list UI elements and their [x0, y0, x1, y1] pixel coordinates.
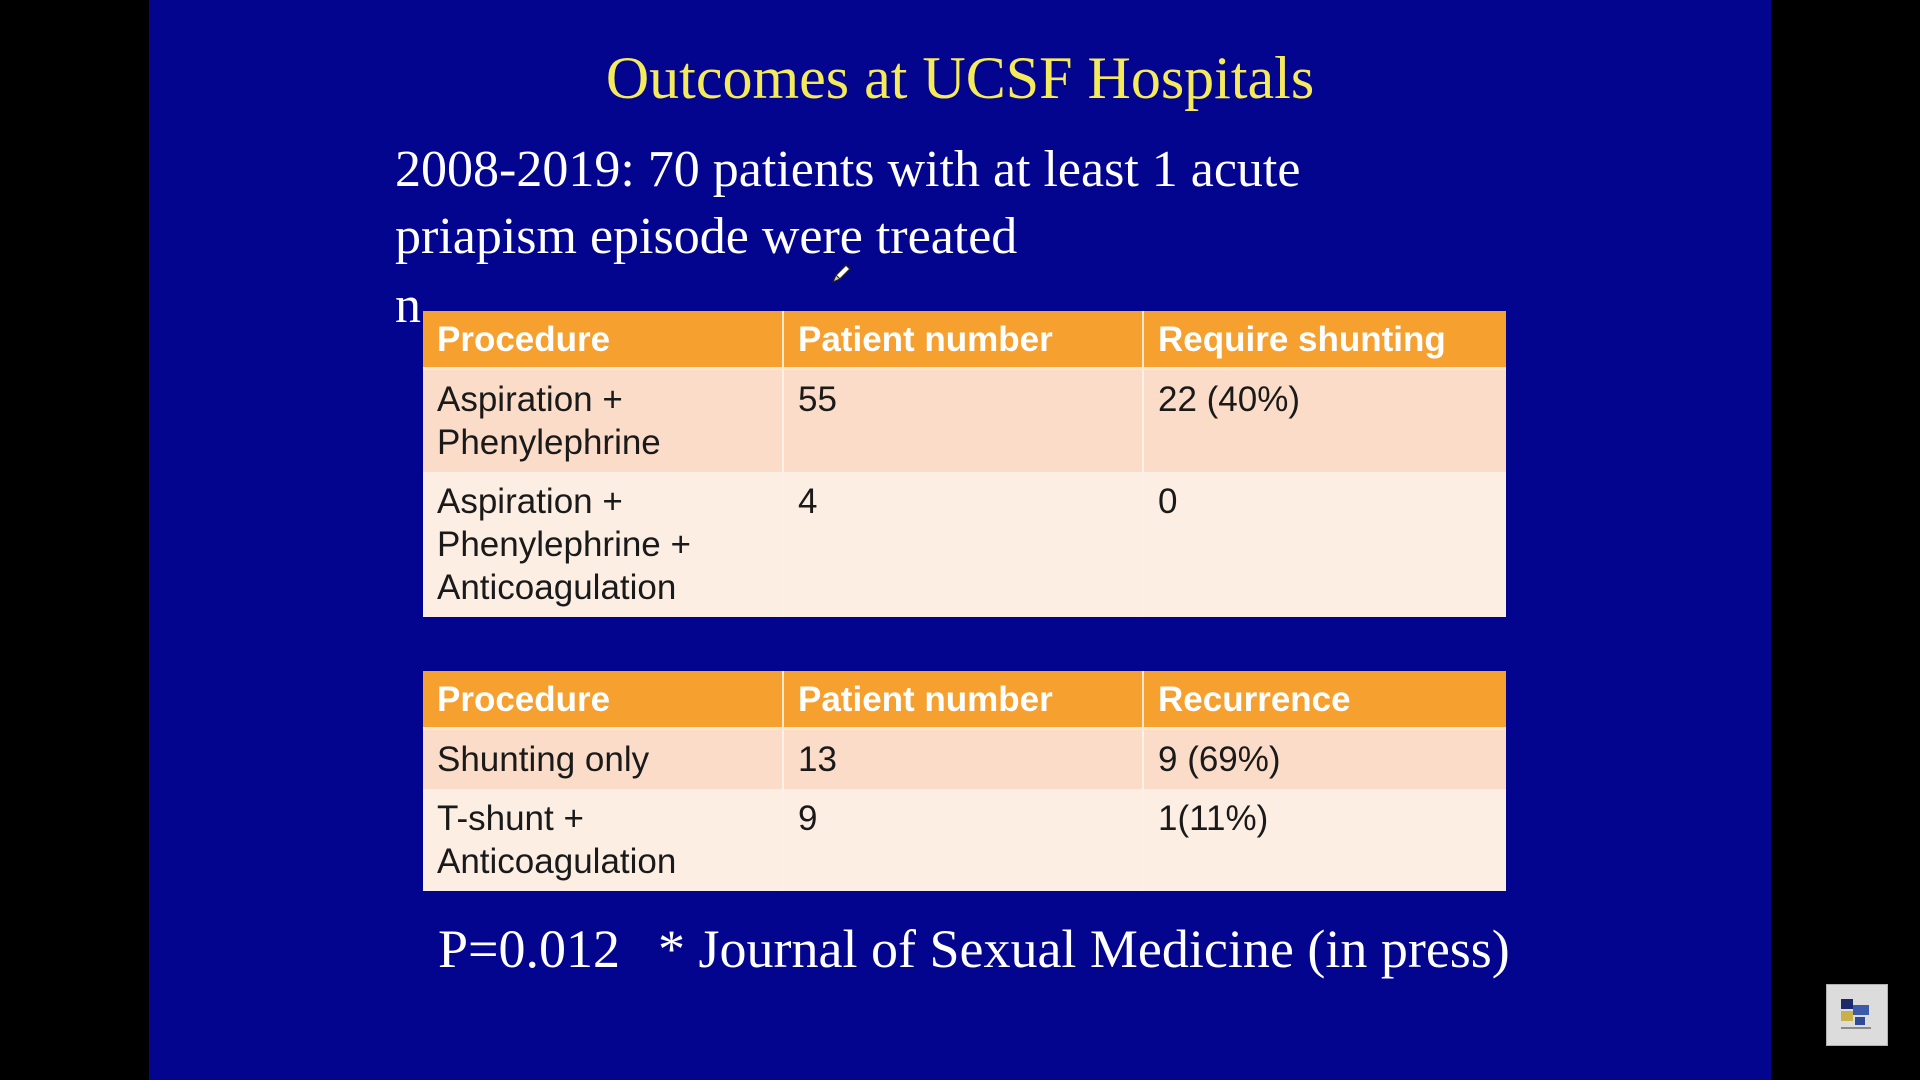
p-value: P=0.012 [438, 919, 620, 979]
table-header-row: Procedure Patient number Require shuntin… [423, 311, 1506, 370]
outcome-cell: 1(11%) [1143, 789, 1506, 891]
intro-line-2: priapism episode were treated [395, 208, 1018, 265]
header-procedure: Procedure [423, 671, 784, 730]
outcome-cell: 0 [1143, 472, 1506, 617]
header-patient-number: Patient number [783, 671, 1144, 730]
patient-number-cell: 4 [783, 472, 1144, 617]
slide-footer: P=0.012 * Journal of Sexual Medicine (in … [438, 914, 1510, 984]
header-procedure: Procedure [423, 311, 784, 370]
procedure-line: Aspiration + [437, 482, 623, 521]
table-header-row: Procedure Patient number Recurrence [423, 671, 1506, 730]
presentation-slide: Outcomes at UCSF Hospitals 2008-2019: 70… [149, 0, 1771, 1080]
procedure-line: T-shunt + [437, 799, 584, 838]
table-row: Aspiration + Phenylephrine 55 22 (40%) [423, 368, 1506, 472]
outcome-cell: 22 (40%) [1143, 368, 1506, 472]
header-require-shunting: Require shunting [1143, 311, 1506, 370]
procedure-line: Aspiration + [437, 380, 623, 419]
table-row: Shunting only 13 9 (69%) [423, 728, 1506, 789]
slide-title: Outcomes at UCSF Hospitals [605, 45, 1315, 111]
procedure-cell: Aspiration + Phenylephrine [423, 368, 784, 472]
procedure-line: Shunting only [437, 740, 650, 779]
patient-number-cell: 55 [783, 368, 1144, 472]
procedure-line: Anticoagulation [437, 842, 677, 881]
outcome-cell: 9 (69%) [1143, 728, 1506, 789]
table-row: Aspiration + Phenylephrine + Anticoagula… [423, 472, 1506, 617]
video-thumbnail-icon[interactable] [1826, 984, 1888, 1046]
shunting-table: Procedure Patient number Require shuntin… [423, 311, 1506, 617]
recurrence-table: Procedure Patient number Recurrence Shun… [423, 671, 1506, 891]
table-row: T-shunt + Anticoagulation 9 1(11%) [423, 789, 1506, 891]
intro-line-1: 2008-2019: 70 patients with at least 1 a… [395, 141, 1301, 198]
pen-cursor-icon [831, 263, 852, 284]
procedure-cell: Shunting only [423, 728, 784, 789]
procedure-line: Phenylephrine + [437, 525, 691, 564]
header-patient-number: Patient number [783, 311, 1144, 370]
procedure-cell: Aspiration + Phenylephrine + Anticoagula… [423, 472, 784, 617]
intro-text: 2008-2019: 70 patients with at least 1 a… [395, 136, 1595, 270]
procedure-line: Phenylephrine [437, 423, 661, 462]
patient-number-cell: 9 [783, 789, 1144, 891]
stray-text: n [395, 277, 421, 334]
procedure-line: Anticoagulation [437, 568, 677, 607]
patient-number-cell: 13 [783, 728, 1144, 789]
thumbnail-graphic-icon [1841, 999, 1871, 1029]
header-recurrence: Recurrence [1143, 671, 1506, 730]
procedure-cell: T-shunt + Anticoagulation [423, 789, 784, 891]
citation: * Journal of Sexual Medicine (in press) [658, 919, 1510, 979]
